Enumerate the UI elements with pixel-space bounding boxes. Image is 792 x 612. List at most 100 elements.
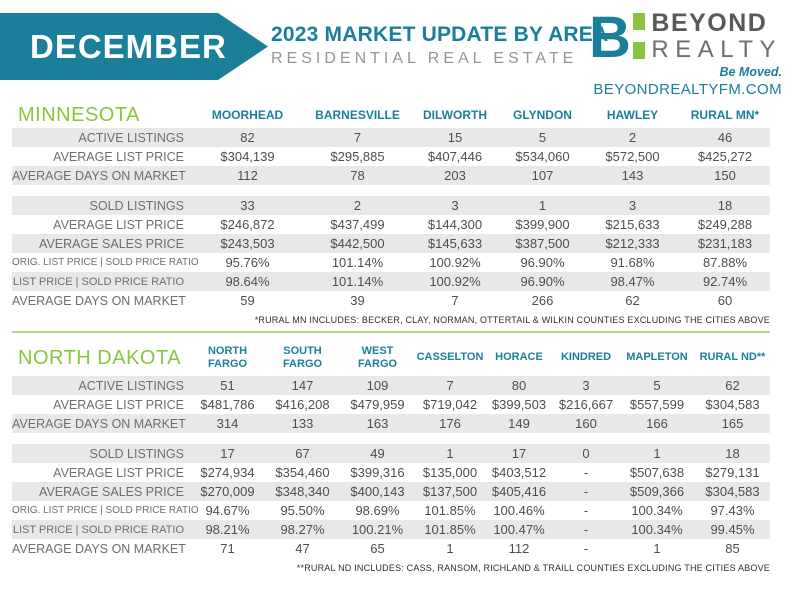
metric-label: ORIG. LIST PRICE | SOLD PRICE RATIO — [12, 505, 199, 516]
metric-value: 15 — [447, 130, 463, 145]
metric-value: 100.34% — [631, 522, 683, 537]
metric-value: 160 — [575, 416, 597, 431]
metric-value: $509,366 — [629, 484, 685, 499]
metric-value: $249,288 — [697, 217, 753, 232]
metric-value: 176 — [439, 416, 461, 431]
metric-value: 165 — [721, 416, 744, 431]
metric-value: $295,885 — [330, 149, 385, 164]
metric-value: 112 — [237, 168, 258, 183]
metric-value: 98.64% — [225, 274, 270, 289]
section-divider — [12, 331, 770, 333]
table-row: AVERAGE LIST PRICE $274,934 $354,460 $399,3… — [12, 463, 770, 482]
metric-value: 51 — [220, 378, 235, 393]
metric-label: AVERAGE SALES PRICE — [39, 236, 184, 251]
metric-value: $425,272 — [697, 149, 753, 164]
metric-value: 314 — [216, 416, 239, 431]
metric-value: 98.21% — [205, 522, 250, 537]
north-dakota-section: NORTH DAKOTA NORTH FARGO SOUTH FARGO WEST F… — [0, 340, 792, 573]
metric-value: 100.47% — [493, 522, 545, 537]
metric-value: 101.85% — [424, 522, 476, 537]
metric-value: 150 — [714, 168, 736, 183]
metric-value: 163 — [366, 416, 389, 431]
metric-value: 147 — [291, 378, 314, 393]
north-dakota-table: NORTH DAKOTA NORTH FARGO SOUTH FARGO WEST F… — [12, 340, 770, 558]
table-row: AVERAGE DAYS ON MARKET 314 133 163 176 149 160… — [12, 414, 770, 433]
metric-value: $274,934 — [200, 465, 255, 480]
metric-value: 96.90% — [520, 255, 565, 270]
metric-value: 3 — [628, 198, 637, 213]
metric-value: 100.21% — [351, 522, 404, 537]
metric-value: $279,131 — [705, 465, 760, 480]
metric-value: $270,009 — [200, 484, 255, 499]
metric-value: - — [583, 522, 589, 537]
column-header: MAPLETON — [626, 351, 688, 364]
month-label: DECEMBER — [30, 28, 227, 65]
metric-label: SOLD LISTINGS — [89, 198, 184, 213]
metric-value: 47 — [295, 541, 310, 556]
metric-label: AVERAGE DAYS ON MARKET — [12, 416, 186, 431]
metric-label: AVERAGE DAYS ON MARKET — [12, 293, 186, 308]
metric-value: 91.68% — [610, 255, 655, 270]
column-header: GLYNDON — [513, 108, 572, 123]
metric-value: 0 — [582, 446, 590, 461]
metric-value: 17 — [220, 446, 235, 461]
metric-label: ACTIVE LISTINGS — [78, 130, 184, 145]
metric-value: $387,500 — [515, 236, 570, 251]
table-header-row: NORTH DAKOTA NORTH FARGO SOUTH FARGO WEST F… — [12, 340, 770, 376]
metric-value: 17 — [511, 446, 527, 461]
metric-value: 82 — [240, 130, 255, 145]
metric-value: - — [583, 465, 589, 480]
metric-label: AVERAGE LIST PRICE — [53, 217, 184, 232]
logo-row: B BEYOND REALTY — [592, 10, 782, 62]
metric-label: AVERAGE LIST PRICE — [53, 149, 184, 164]
page-title: 2023 MARKET UPDATE BY AREA — [271, 23, 609, 46]
metric-value: 166 — [646, 416, 668, 431]
table-row: AVERAGE DAYS ON MARKET 112 78 203 107 143 150 — [12, 166, 770, 185]
metric-value: 133 — [291, 416, 314, 431]
table-row: ACTIVE LISTINGS 51 147 109 7 80 3 5 62 — [12, 376, 770, 395]
metric-value: 107 — [531, 168, 554, 183]
metric-value: $400,143 — [350, 484, 405, 499]
metric-value: 100.34% — [631, 503, 683, 518]
brand-logo: B BEYOND REALTY Be Moved. BEYONDREALTYFM… — [592, 10, 782, 98]
metric-label: ORIG. LIST PRICE | SOLD PRICE RATIO — [12, 257, 199, 268]
metric-value: $403,512 — [491, 465, 547, 480]
metric-value: $304,139 — [220, 149, 275, 164]
metric-label: AVERAGE SALES PRICE — [39, 484, 184, 499]
metric-value: 100.46% — [493, 503, 545, 518]
table-row: AVERAGE LIST PRICE $246,872 $437,499 $144,3… — [12, 215, 770, 234]
metric-value: 97.43% — [710, 503, 755, 518]
metric-value: 94.67% — [205, 503, 250, 518]
metric-value: 67 — [295, 446, 310, 461]
title-block: 2023 MARKET UPDATE BY AREA RESIDENTIAL R… — [271, 23, 608, 68]
metric-value: 2 — [353, 198, 362, 213]
spacer — [12, 185, 770, 196]
metric-value: $246,872 — [220, 217, 275, 232]
metric-value: 101.85% — [424, 503, 476, 518]
metric-value: $557,599 — [629, 397, 685, 412]
metric-value: 95.50% — [280, 503, 325, 518]
tables-area: MINNESOTA MOORHEAD BARNESVILLE DILWORTH GLYN… — [0, 103, 792, 573]
metric-label: AVERAGE DAYS ON MARKET — [12, 541, 186, 556]
table-row: AVERAGE DAYS ON MARKET 71 47 65 1 112 - 1 85 — [12, 539, 770, 558]
brand-text: BEYOND REALTY — [651, 10, 782, 62]
metric-value: 95.76% — [225, 255, 270, 270]
metric-value: $145,633 — [427, 236, 483, 251]
metric-value: 203 — [444, 168, 466, 183]
minnesota-section: MINNESOTA MOORHEAD BARNESVILLE DILWORTH GLYN… — [0, 103, 792, 325]
metric-value: - — [583, 503, 589, 518]
metric-value: 80 — [511, 378, 527, 393]
column-header: NORTH FARGO — [207, 344, 248, 370]
table-row: AVERAGE SALES PRICE $243,503 $442,500 $145,… — [12, 234, 770, 253]
brand-tagline: Be Moved. — [719, 65, 782, 79]
minnesota-footnote: *RURAL MN INCLUDES: BECKER, CLAY, NORMAN… — [254, 315, 770, 325]
metric-value: 39 — [350, 293, 365, 308]
metric-value: 1 — [446, 446, 454, 461]
website-link[interactable]: BEYONDREALTYFM.COM — [593, 81, 782, 98]
section-title: NORTH DAKOTA — [18, 346, 182, 369]
metric-value: 92.74% — [702, 274, 748, 289]
metric-value: 98.47% — [610, 274, 655, 289]
metric-value: $399,503 — [491, 397, 547, 412]
minnesota-table: MINNESOTA MOORHEAD BARNESVILLE DILWORTH GLYN… — [12, 103, 770, 310]
metric-value: $231,183 — [697, 236, 753, 251]
